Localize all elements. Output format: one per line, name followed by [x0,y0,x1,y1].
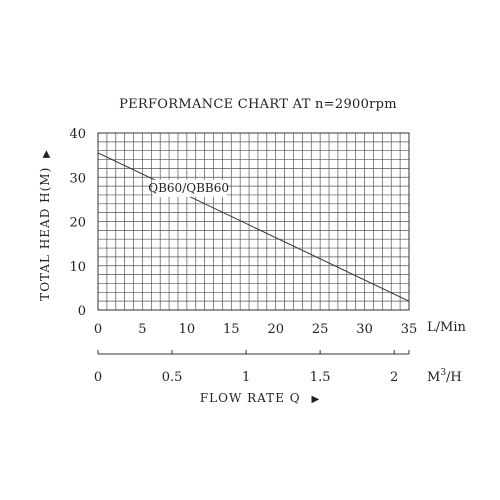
x2-tick-label: 0.5 [162,370,183,385]
tick-labels: 0 5 10 15 20 25 30 35 0 10 20 30 40 0 0.5 1 1.5 2 [69,127,417,385]
x-axis-unit-lpm: L/Min [427,320,466,335]
series-label-background [152,179,227,197]
x-axis-arrow-icon: ▶ [311,394,320,405]
series-layer: QB60/QBB60 [97,152,410,302]
chart-title: PERFORMANCE CHART AT n=2900rpm [119,97,397,112]
y-tick-label: 20 [69,216,86,231]
series-line [97,152,410,302]
x-axis-title: FLOW RATE Q ▶ [200,391,320,405]
x-tick-label: 30 [356,322,373,337]
x-tick-label: 5 [138,322,146,337]
x-tick-label: 10 [179,322,196,337]
x2-tick-label: 2 [390,370,398,385]
x2-tick-label: 1 [242,370,250,385]
x-tick-label: 25 [312,322,329,337]
y-axis-title: TOTAL HEAD H(M) ▶ [38,149,52,301]
y-tick-label: 0 [78,304,86,319]
x2-tick-label: 0 [94,370,102,385]
x-tick-label: 20 [267,322,284,337]
y-tick-label: 30 [69,171,86,186]
series-label: QB60/QBB60 [148,181,229,195]
x-tick-label: 35 [401,322,418,337]
x-axis-unit-m3h-suffix: /H [446,370,462,385]
grid [97,132,410,311]
x-axis-unit-m3h: M3/H [427,368,462,385]
x-tick-label: 15 [223,322,240,337]
plot-frame [97,132,410,311]
x2-tick-label: 1.5 [310,370,331,385]
y-axis-arrow-icon: ▶ [41,149,52,158]
axes [97,132,410,355]
x-axis-unit-m3h-base: M [427,370,440,385]
y-tick-label: 10 [69,260,86,275]
x-axis-title-text: FLOW RATE Q [200,391,301,405]
x-axis-unit-m3h-sup: 3 [440,368,446,378]
x-tick-label: 0 [94,322,102,337]
y-axis-title-text: TOTAL HEAD H(M) [38,167,52,301]
y-tick-label: 40 [69,127,86,142]
